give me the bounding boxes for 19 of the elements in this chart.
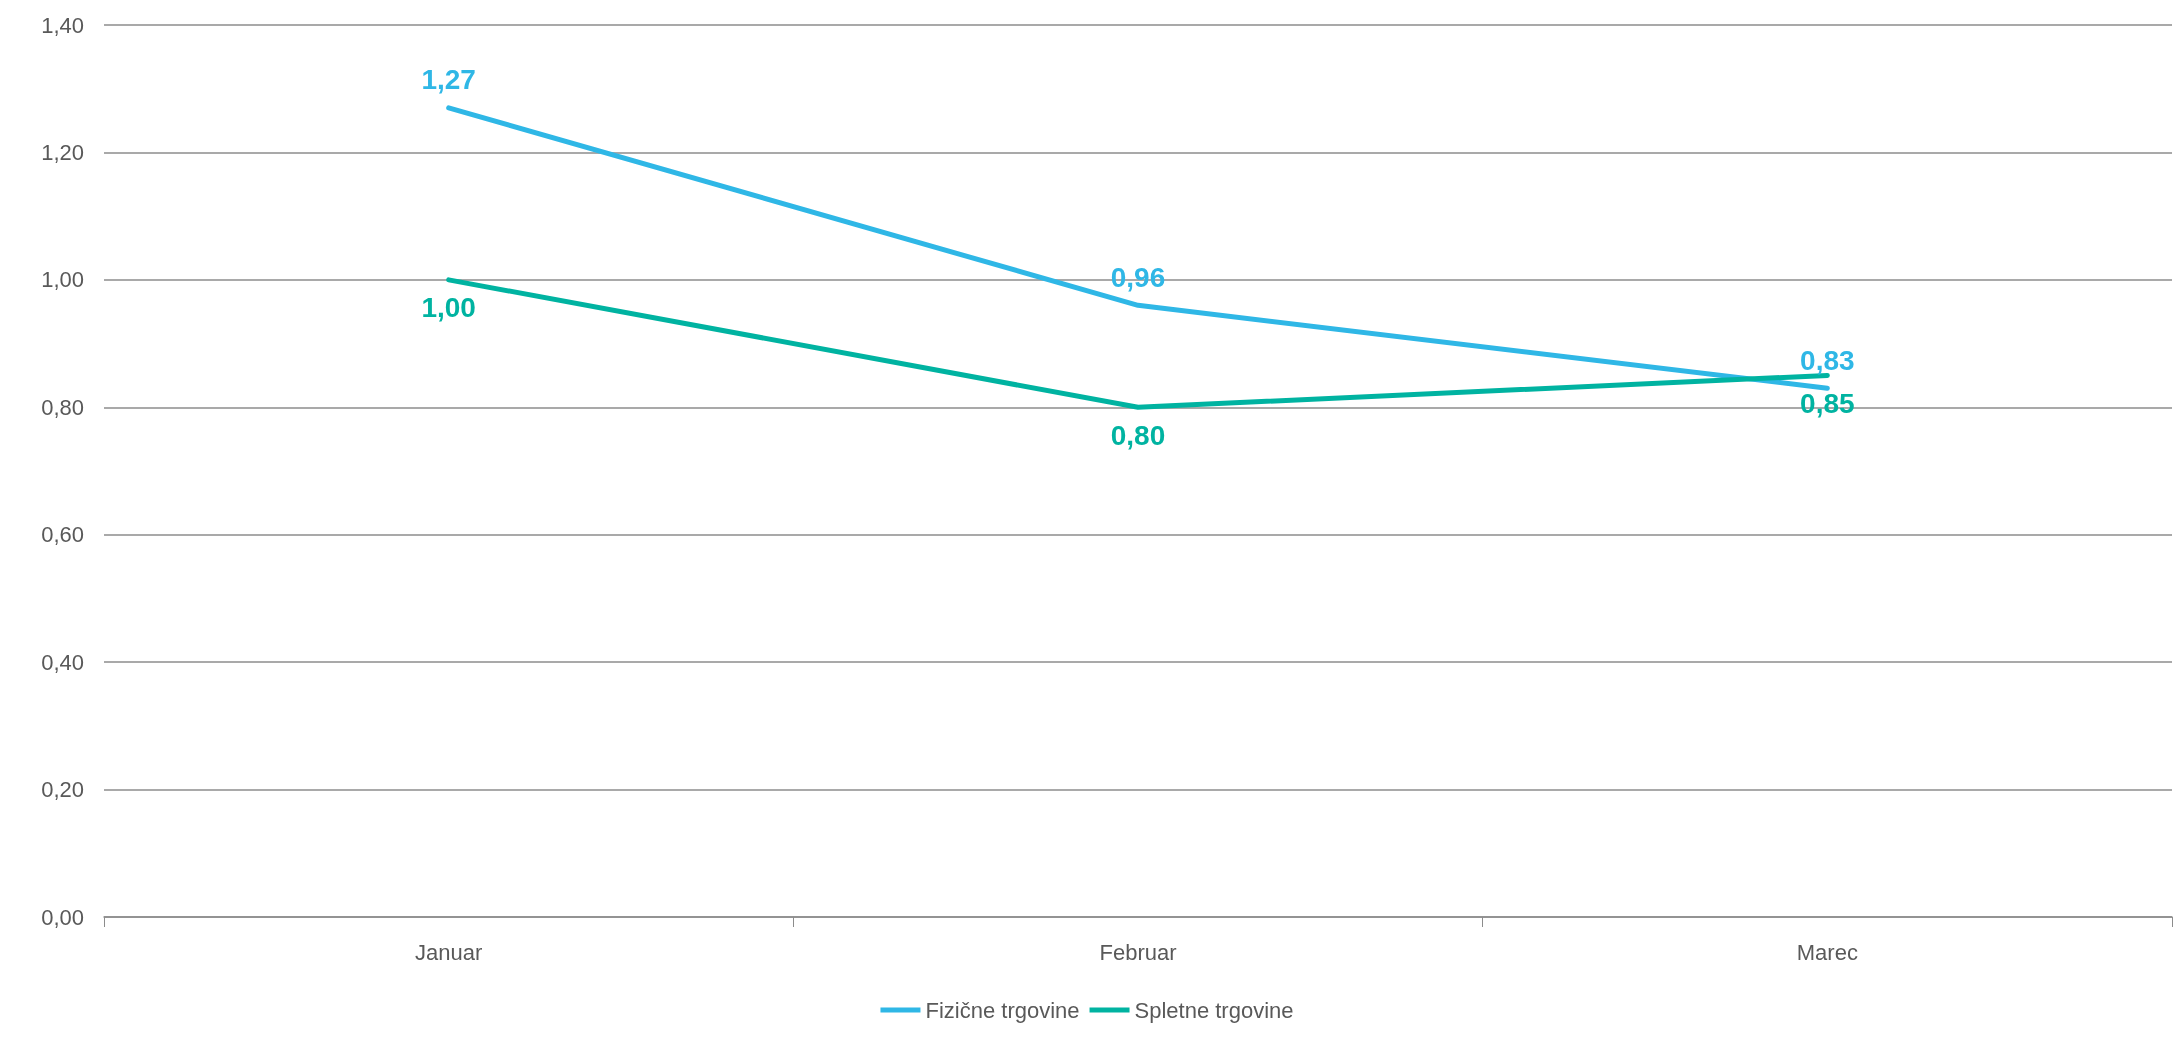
x-tick-label: Februar	[1099, 939, 1177, 965]
y-tick-label: 1,20	[41, 139, 84, 165]
data-label: 0,80	[1110, 419, 1166, 451]
y-tick-label: 1,00	[41, 267, 84, 293]
data-label: 0,96	[1110, 261, 1166, 293]
y-tick-label: 0,00	[41, 904, 84, 930]
y-tick-label: 0,40	[41, 649, 84, 675]
y-tick-label: 1,40	[41, 12, 84, 38]
x-tick-label: Marec	[1796, 939, 1858, 965]
y-tick-label: 0,60	[41, 522, 84, 548]
legend-label: Spletne trgovine	[1134, 997, 1294, 1023]
y-tick-label: 0,80	[41, 394, 84, 420]
data-label: 0,83	[1800, 344, 1855, 376]
data-label: 0,85	[1800, 387, 1855, 419]
y-tick-label: 0,20	[41, 777, 84, 803]
legend-label: Fizične trgovine	[925, 997, 1080, 1023]
data-label: 1,27	[421, 64, 476, 96]
x-tick-label: Januar	[415, 939, 483, 965]
data-label: 1,00	[421, 292, 476, 324]
